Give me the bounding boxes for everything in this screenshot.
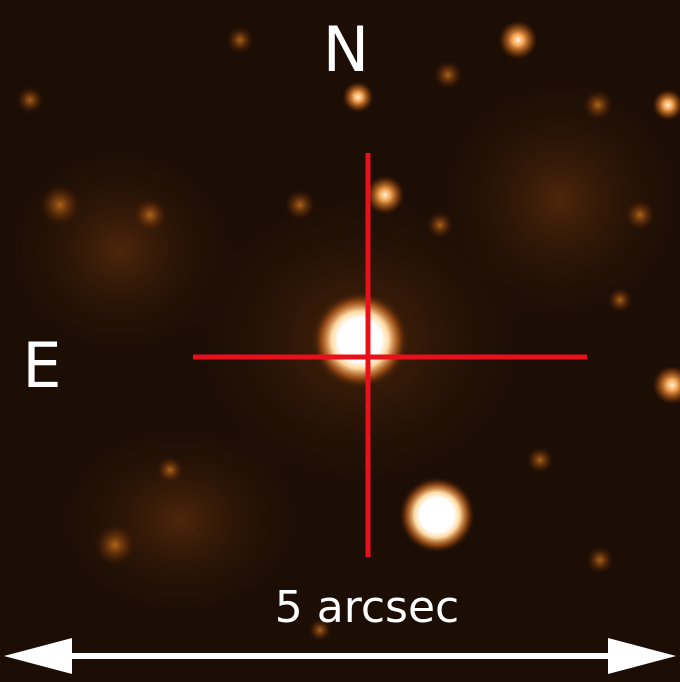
star	[38, 183, 82, 227]
star	[582, 89, 614, 121]
star	[16, 86, 44, 114]
scale-label: 5 arcsec	[275, 582, 459, 633]
crosshair	[193, 153, 587, 557]
star	[652, 365, 680, 405]
star	[586, 546, 614, 574]
scale-arrow	[4, 638, 676, 674]
star	[312, 292, 408, 388]
arrow-head-right	[608, 638, 676, 674]
halo	[40, 410, 320, 630]
arrow-head-left	[4, 638, 72, 674]
north-label: N	[323, 13, 369, 86]
star	[342, 81, 374, 113]
star	[365, 175, 405, 215]
star	[498, 20, 538, 60]
halo	[420, 60, 680, 340]
star	[526, 446, 554, 474]
star	[156, 456, 184, 484]
star	[652, 89, 680, 121]
east-label: E	[22, 329, 61, 402]
star	[308, 618, 332, 642]
star	[93, 523, 137, 567]
star	[433, 60, 463, 90]
star	[426, 211, 454, 239]
star	[624, 199, 656, 231]
star	[607, 287, 633, 313]
star	[226, 26, 254, 54]
stars	[16, 20, 680, 642]
star	[399, 477, 475, 553]
star	[132, 197, 168, 233]
star	[284, 189, 316, 221]
